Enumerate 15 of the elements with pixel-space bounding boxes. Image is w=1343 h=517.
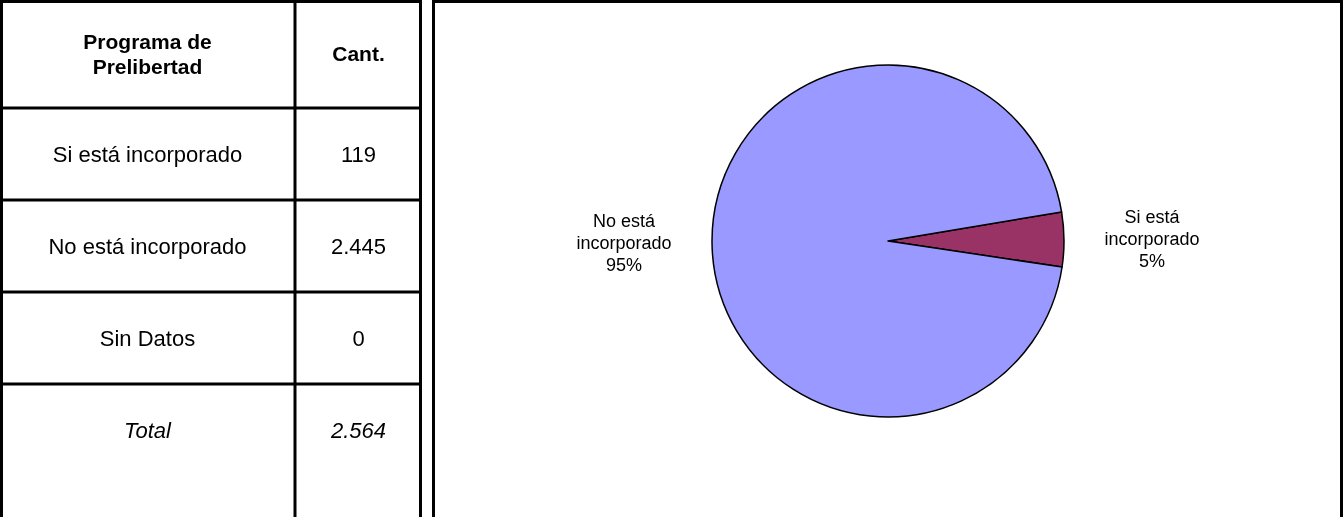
text: 2.564 bbox=[329, 418, 387, 443]
text: 0 bbox=[352, 326, 365, 351]
text: 2.445 bbox=[330, 234, 387, 259]
category-label: No está incorporado bbox=[48, 234, 247, 259]
text: 119 bbox=[340, 142, 377, 167]
category-label: Si está incorporado bbox=[52, 142, 243, 167]
text: Cant. bbox=[332, 42, 385, 65]
category-label: Sin Datos bbox=[99, 326, 196, 351]
pie-slice bbox=[711, 64, 1063, 418]
slice-label: No está incorporado bbox=[576, 211, 672, 254]
text: Total bbox=[124, 418, 173, 443]
data-label: 95% bbox=[605, 255, 643, 276]
legend-title: Programa de Prelibertad bbox=[83, 30, 212, 78]
data-label: 5% bbox=[1138, 250, 1165, 271]
slice-label: Si está incorporado bbox=[1104, 206, 1200, 249]
